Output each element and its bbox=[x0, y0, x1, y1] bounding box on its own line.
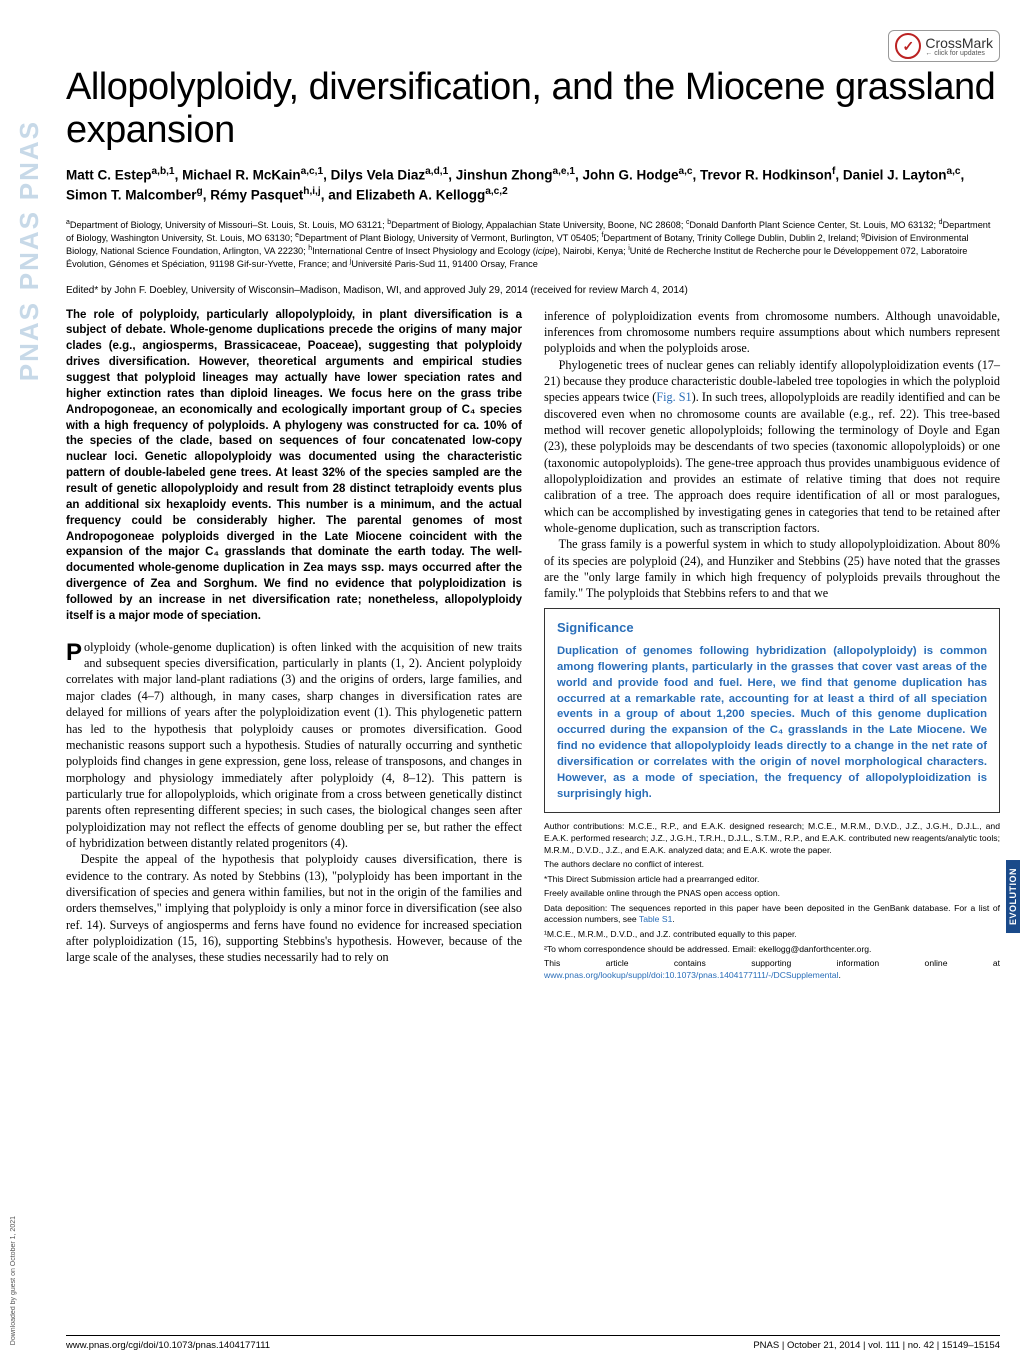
page-footer: www.pnas.org/cgi/doi/10.1073/pnas.140417… bbox=[66, 1335, 1000, 1351]
body-paragraph: Phylogenetic trees of nuclear genes can … bbox=[544, 357, 1000, 537]
body-paragraph: The grass family is a powerful system in… bbox=[544, 536, 1000, 601]
body-paragraph: Despite the appeal of the hypothesis tha… bbox=[66, 851, 522, 965]
footnote-data-deposition: Data deposition: The sequences reported … bbox=[544, 903, 1000, 926]
footnote-contributions: Author contributions: M.C.E., R.P., and … bbox=[544, 821, 1000, 856]
pnas-side-logo: PNAS PNAS PNAS bbox=[14, 120, 44, 940]
significance-title: Significance bbox=[557, 619, 987, 636]
authors-line: Matt C. Estepa,b,1, Michael R. McKaina,c… bbox=[66, 165, 1000, 204]
footnote-editor: *This Direct Submission article had a pr… bbox=[544, 874, 1000, 886]
pnas-side-text: PNAS bbox=[14, 301, 45, 381]
footnote-correspondence: ²To whom correspondence should be addres… bbox=[544, 944, 1000, 956]
footnote-open-access: Freely available online through the PNAS… bbox=[544, 888, 1000, 900]
pnas-side-text: PNAS bbox=[14, 120, 45, 200]
crossmark-badge[interactable]: ✓ CrossMark ← click for updates bbox=[888, 30, 1000, 62]
abstract: The role of polyploidy, particularly all… bbox=[66, 308, 522, 625]
crossmark-sub: ← click for updates bbox=[925, 50, 993, 57]
page: PNAS PNAS PNAS Downloaded by guest on Oc… bbox=[0, 0, 1020, 1365]
footnote-equal-contribution: ¹M.C.E., M.R.M., D.V.D., and J.Z. contri… bbox=[544, 929, 1000, 941]
article-title: Allopolyploidy, diversification, and the… bbox=[66, 66, 1000, 151]
significance-text: Duplication of genomes following hybridi… bbox=[557, 644, 987, 802]
pnas-side-text: PNAS bbox=[14, 210, 45, 290]
crossmark-title: CrossMark bbox=[925, 36, 993, 50]
section-tab-evolution: EVOLUTION bbox=[1006, 860, 1020, 933]
content-area: ✓ CrossMark ← click for updates Allopoly… bbox=[66, 30, 1000, 1325]
body-paragraph: inference of polyploidization events fro… bbox=[544, 308, 1000, 357]
footnote-supplemental: This article contains supporting informa… bbox=[544, 958, 1000, 981]
footnote-conflict: The authors declare no conflict of inter… bbox=[544, 859, 1000, 871]
footer-citation: PNAS | October 21, 2014 | vol. 111 | no.… bbox=[753, 1340, 1000, 1351]
footnotes: Author contributions: M.C.E., R.P., and … bbox=[544, 821, 1000, 981]
download-notice: Downloaded by guest on October 1, 2021 bbox=[10, 1216, 17, 1345]
significance-box: Significance Duplication of genomes foll… bbox=[544, 608, 1000, 814]
two-column-body: The role of polyploidy, particularly all… bbox=[66, 308, 1000, 982]
affiliations: aDepartment of Biology, University of Mi… bbox=[66, 219, 1000, 271]
body-paragraph: Polyploidy (whole-genome duplication) is… bbox=[66, 639, 522, 851]
footer-doi: www.pnas.org/cgi/doi/10.1073/pnas.140417… bbox=[66, 1340, 270, 1351]
crossmark-icon: ✓ bbox=[895, 33, 921, 59]
edited-by-line: Edited* by John F. Doebley, University o… bbox=[66, 285, 1000, 296]
